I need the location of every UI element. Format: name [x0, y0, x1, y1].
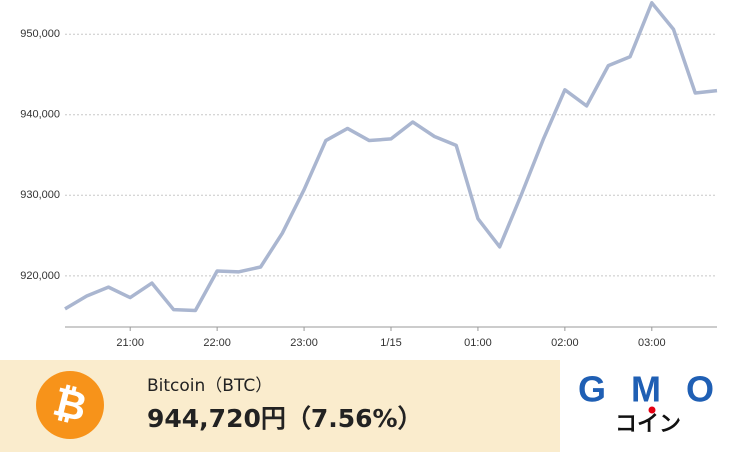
x-tick-label: 1/15 — [380, 337, 401, 349]
bitcoin-icon — [36, 371, 104, 439]
logo-subtext: コイン — [615, 412, 681, 437]
y-tick-label: 930,000 — [20, 189, 60, 201]
x-tick-label: 22:00 — [203, 337, 231, 349]
y-tick-label: 940,000 — [20, 109, 60, 121]
x-tick-label: 23:00 — [290, 337, 318, 349]
price-line — [64, 1, 718, 313]
y-tick-label: 950,000 — [20, 28, 60, 40]
logo-dot — [648, 406, 656, 414]
y-tick-label: 920,000 — [20, 270, 60, 282]
x-tick-label: 03:00 — [638, 337, 666, 349]
x-tick-label: 21:00 — [116, 337, 144, 349]
coin-price: 944,720円（7.56%） — [147, 404, 423, 433]
x-tick-label: 02:00 — [551, 337, 579, 349]
coin-name: Bitcoin（BTC） — [147, 376, 272, 396]
x-tick-label: 01:00 — [464, 337, 492, 349]
logo-text: GMO — [578, 369, 714, 410]
